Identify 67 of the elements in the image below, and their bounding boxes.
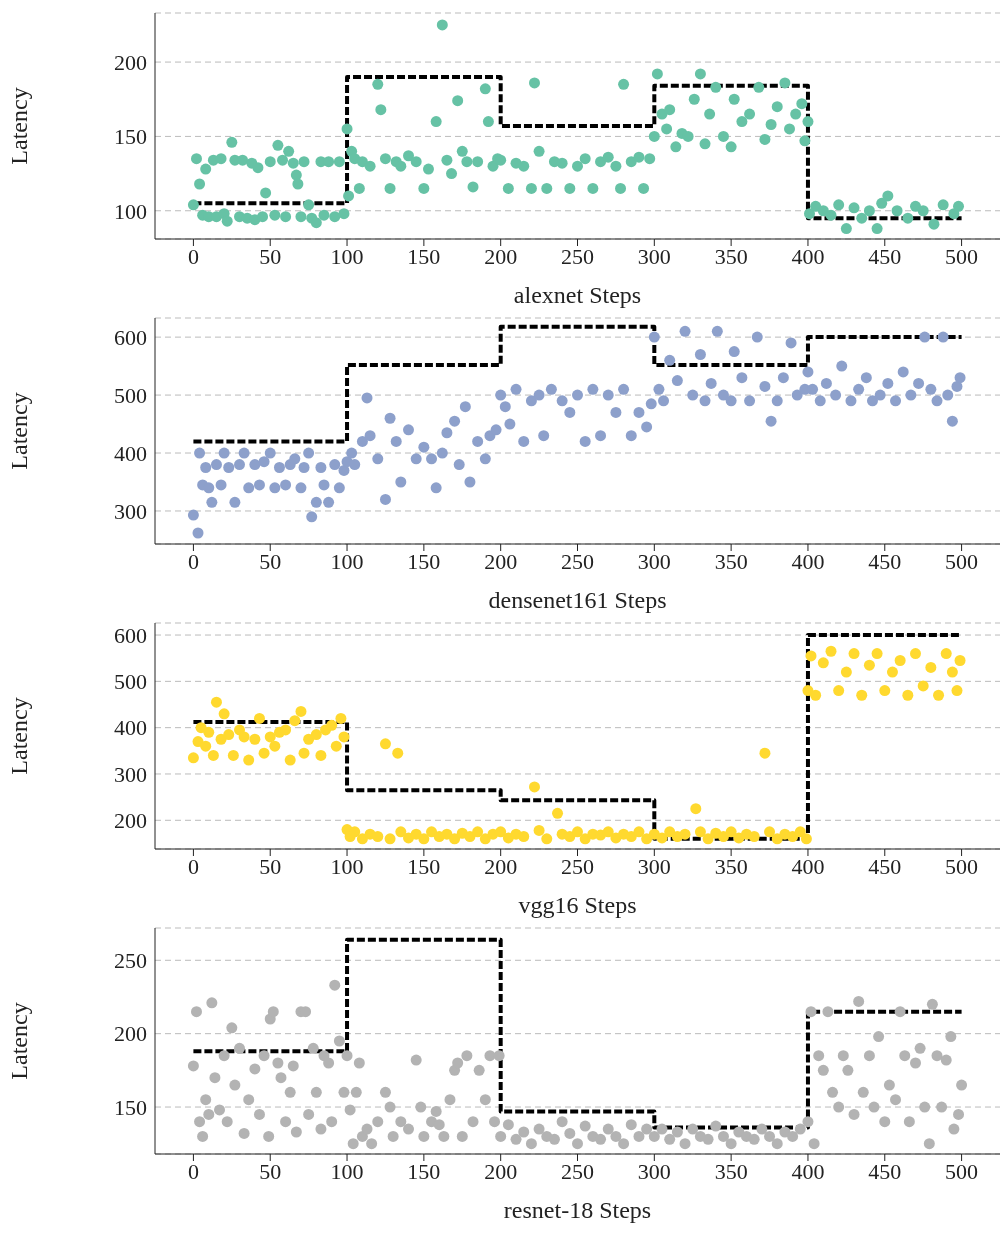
x-tick-label: 500 bbox=[945, 1158, 979, 1184]
x-axis-title: alexnet Steps bbox=[513, 282, 642, 308]
x-tick-label: 250 bbox=[561, 243, 594, 269]
x-tick-label: 300 bbox=[637, 548, 671, 574]
x-tick-label: 0 bbox=[187, 243, 199, 269]
x-tick-label: 200 bbox=[484, 1158, 518, 1184]
x-tick-label: 50 bbox=[259, 1158, 282, 1184]
y-tick-label: 150 bbox=[114, 1094, 147, 1120]
x-tick-label: 150 bbox=[407, 853, 441, 879]
y-tick-label: 200 bbox=[114, 1021, 147, 1047]
x-tick-label: 100 bbox=[330, 243, 364, 269]
x-tick-label: 150 bbox=[407, 548, 441, 574]
y-tick-label: 100 bbox=[114, 198, 147, 224]
y-tick-label: 600 bbox=[114, 324, 147, 350]
y-axis-title: Latency bbox=[5, 1002, 32, 1080]
x-axis-title: densenet161 Steps bbox=[488, 587, 667, 613]
x-tick-label: 200 bbox=[484, 853, 518, 879]
x-axis-title: vgg16 Steps bbox=[518, 892, 637, 918]
y-tick-label: 300 bbox=[114, 498, 147, 524]
x-tick-label: 450 bbox=[868, 1158, 902, 1184]
x-tick-label: 400 bbox=[791, 853, 825, 879]
x-tick-label: 50 bbox=[259, 548, 282, 574]
y-tick-label: 150 bbox=[114, 124, 147, 150]
x-tick-label: 0 bbox=[187, 853, 199, 879]
x-tick-label: 400 bbox=[791, 243, 825, 269]
y-axis-title: Latency bbox=[5, 697, 32, 775]
x-tick-label: 400 bbox=[791, 1158, 825, 1184]
x-axis-title: resnet-18 Steps bbox=[503, 1197, 652, 1223]
x-tick-label: 450 bbox=[868, 548, 902, 574]
x-tick-label: 350 bbox=[714, 243, 748, 269]
y-tick-label: 400 bbox=[114, 440, 147, 466]
y-axis-title: Latency bbox=[5, 87, 32, 165]
x-tick-label: 200 bbox=[484, 243, 518, 269]
x-tick-label: 150 bbox=[407, 1158, 441, 1184]
y-tick-label: 600 bbox=[114, 622, 147, 648]
x-tick-label: 100 bbox=[330, 548, 364, 574]
x-tick-label: 250 bbox=[561, 1158, 594, 1184]
x-tick-label: 50 bbox=[259, 853, 282, 879]
y-tick-label: 200 bbox=[114, 808, 147, 834]
x-tick-label: 300 bbox=[637, 1158, 671, 1184]
y-tick-label: 200 bbox=[114, 49, 147, 75]
x-tick-label: 250 bbox=[561, 853, 594, 879]
y-tick-label: 500 bbox=[114, 382, 147, 408]
x-tick-label: 300 bbox=[637, 853, 671, 879]
x-tick-label: 500 bbox=[945, 853, 979, 879]
y-tick-label: 500 bbox=[114, 669, 147, 695]
x-tick-label: 100 bbox=[330, 853, 364, 879]
y-tick-label: 250 bbox=[114, 948, 147, 974]
x-tick-label: 150 bbox=[407, 243, 441, 269]
x-tick-label: 450 bbox=[868, 853, 902, 879]
x-tick-label: 50 bbox=[259, 243, 282, 269]
y-tick-label: 400 bbox=[114, 715, 147, 741]
x-tick-label: 250 bbox=[561, 548, 594, 574]
x-tick-label: 450 bbox=[868, 243, 902, 269]
x-tick-label: 350 bbox=[714, 853, 748, 879]
x-tick-label: 100 bbox=[330, 1158, 364, 1184]
x-tick-label: 500 bbox=[945, 548, 979, 574]
y-axis-title: Latency bbox=[5, 392, 32, 470]
x-tick-label: 500 bbox=[945, 243, 979, 269]
x-tick-label: 400 bbox=[791, 548, 825, 574]
x-tick-label: 350 bbox=[714, 1158, 748, 1184]
x-tick-label: 350 bbox=[714, 548, 748, 574]
y-tick-label: 300 bbox=[114, 761, 147, 787]
x-tick-label: 300 bbox=[637, 243, 671, 269]
x-tick-label: 200 bbox=[484, 548, 518, 574]
x-tick-label: 0 bbox=[187, 548, 199, 574]
x-tick-label: 0 bbox=[187, 1158, 199, 1184]
